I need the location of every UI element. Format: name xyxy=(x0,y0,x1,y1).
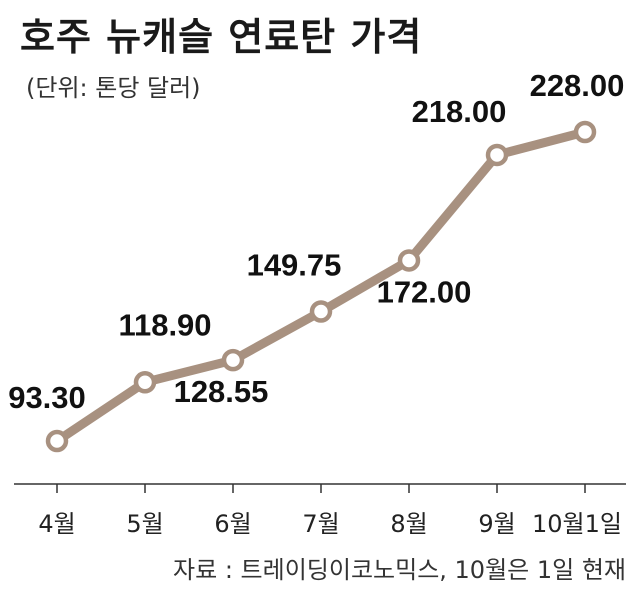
chart-title: 호주 뉴캐슬 연료탄 가격 xyxy=(20,15,423,59)
data-point xyxy=(221,348,245,372)
data-label: 128.55 xyxy=(174,374,269,409)
data-point xyxy=(485,143,509,167)
x-tick-label: 10월1일 xyxy=(532,510,622,538)
data-label: 218.00 xyxy=(412,94,507,129)
data-label: 228.00 xyxy=(530,68,625,103)
x-tick-label: 4월 xyxy=(38,510,75,538)
data-label: 93.30 xyxy=(8,380,86,415)
x-tick-label: 9월 xyxy=(478,510,515,538)
x-tick-label: 8월 xyxy=(390,510,427,538)
data-point xyxy=(45,429,69,453)
data-label: 172.00 xyxy=(377,274,472,309)
x-tick-label: 6월 xyxy=(214,510,251,538)
series-line xyxy=(52,127,590,446)
data-point xyxy=(573,120,597,144)
data-point xyxy=(397,249,421,272)
data-point xyxy=(133,371,157,394)
data-point xyxy=(309,300,333,323)
data-label: 118.90 xyxy=(118,307,211,342)
source-note: 자료 : 트레이딩이코노믹스, 10월은 1일 현재 xyxy=(173,556,626,584)
x-tick-label: 7월 xyxy=(302,510,339,538)
data-label: 149.75 xyxy=(247,248,342,283)
unit-label: (단위: 톤당 달러) xyxy=(26,74,201,102)
x-tick-label: 5월 xyxy=(126,510,163,538)
